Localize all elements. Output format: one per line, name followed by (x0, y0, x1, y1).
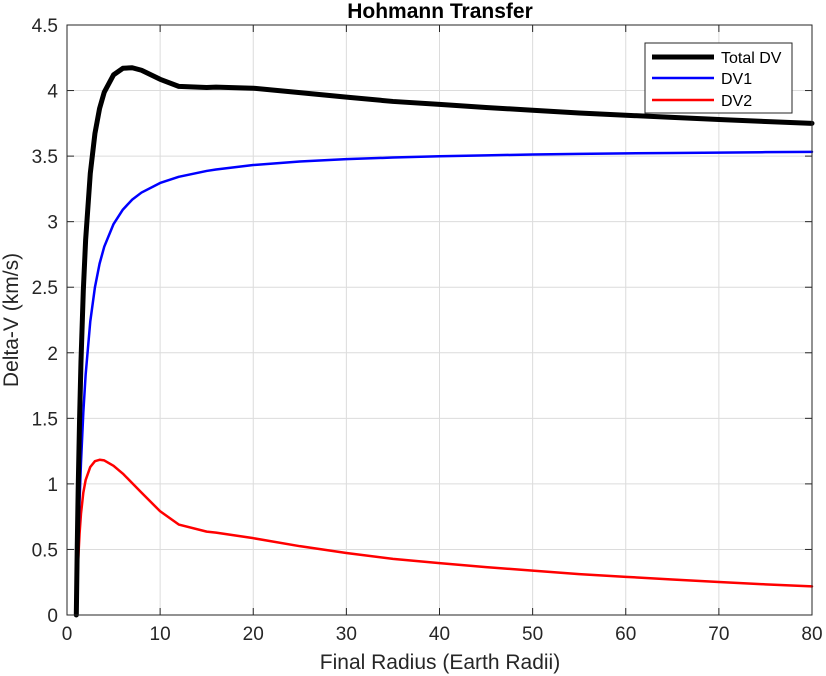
y-tick-label: 0 (47, 606, 58, 627)
chart-title: Hohmann Transfer (347, 0, 533, 23)
legend: Total DV DV1 DV2 (644, 42, 793, 114)
x-tick-label: 30 (336, 624, 357, 645)
x-tick-label: 20 (243, 624, 264, 645)
y-tick-label: 2 (47, 344, 58, 365)
y-tick-label: 0.5 (32, 540, 58, 561)
x-axis-label: Final Radius (Earth Radii) (320, 651, 560, 674)
y-axis-label: Delta-V (km/s) (0, 253, 23, 387)
x-tick-label: 70 (708, 624, 729, 645)
series-line-total-dv (73, 65, 815, 618)
y-tick-label: 3.5 (32, 147, 58, 168)
legend-label-total-dv: Total DV (721, 50, 782, 67)
x-tick-label: 40 (429, 624, 450, 645)
tick-labels: 0 10 20 30 40 50 60 70 80 0 0.5 1 1.5 2 2.5 3 3.5 4 4.5 (32, 16, 823, 645)
x-tick-label: 80 (801, 624, 822, 645)
x-tick-label: 0 (62, 624, 73, 645)
y-tick-label: 4.5 (32, 16, 58, 37)
y-tick-label: 1 (47, 475, 58, 496)
legend-label-dv2: DV2 (721, 93, 752, 110)
x-tick-label: 10 (150, 624, 171, 645)
series-line-dv1 (75, 150, 814, 617)
y-tick-label: 2.5 (32, 278, 58, 299)
x-tick-label: 60 (615, 624, 636, 645)
series-layer (73, 65, 815, 618)
x-tick-label: 50 (522, 624, 543, 645)
ticks (66, 24, 813, 616)
y-tick-label: 4 (47, 82, 58, 103)
legend-label-dv1: DV1 (721, 71, 752, 88)
y-tick-label: 3 (47, 213, 58, 234)
series-line-dv2 (75, 458, 814, 617)
y-tick-label: 1.5 (32, 409, 58, 430)
